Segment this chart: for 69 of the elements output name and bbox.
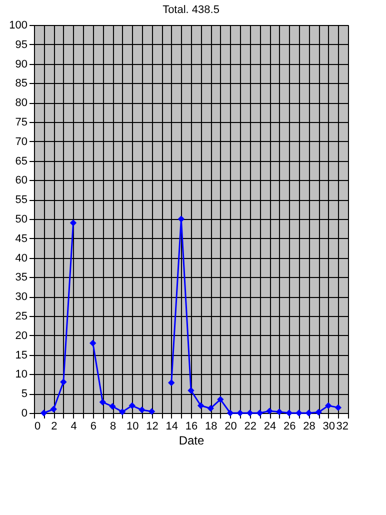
point bbox=[90, 340, 96, 347]
x-tick-label: 10 bbox=[126, 420, 139, 432]
x-tick-label: 12 bbox=[146, 420, 158, 432]
y-tick-label: 70 bbox=[15, 136, 28, 148]
y-tick-label: 90 bbox=[15, 58, 28, 70]
y-tick-label: 10 bbox=[15, 368, 28, 381]
point bbox=[178, 216, 185, 222]
point bbox=[315, 408, 322, 416]
y-tick-label: 100 bbox=[9, 20, 28, 32]
y-tick-label: 5 bbox=[21, 388, 28, 400]
x-tick-label: 6 bbox=[90, 420, 96, 432]
point bbox=[128, 402, 136, 409]
x-tick-label: 14 bbox=[166, 420, 178, 432]
x-tick-label: 4 bbox=[70, 420, 77, 432]
y-tick-label: 30 bbox=[15, 291, 28, 304]
x-tick-label: 26 bbox=[284, 420, 296, 432]
y-tick-label: 50 bbox=[15, 214, 28, 226]
point bbox=[325, 402, 332, 409]
point bbox=[138, 406, 146, 414]
point bbox=[148, 408, 156, 415]
y-tick-label: 55 bbox=[15, 194, 28, 206]
point bbox=[276, 408, 283, 416]
point bbox=[99, 398, 106, 406]
y-tick-label: 65 bbox=[15, 155, 28, 168]
point bbox=[286, 410, 292, 416]
chart-title: Total. 438.5 bbox=[162, 4, 220, 16]
y-tick-label: 75 bbox=[15, 116, 28, 128]
point bbox=[197, 402, 204, 409]
x-tick-label: 24 bbox=[264, 420, 276, 432]
y-tick-label: 35 bbox=[15, 272, 28, 284]
x-tick-label: 22 bbox=[244, 420, 256, 432]
point bbox=[217, 396, 224, 403]
x-tick-label: 8 bbox=[110, 420, 116, 432]
point bbox=[50, 406, 57, 412]
point bbox=[118, 408, 126, 416]
y-tick-label: 20 bbox=[15, 330, 28, 342]
point bbox=[334, 404, 342, 411]
point bbox=[40, 410, 48, 416]
point bbox=[60, 378, 67, 386]
point bbox=[266, 408, 273, 414]
point bbox=[305, 410, 312, 416]
x-tick-label: 0 bbox=[34, 420, 41, 432]
point bbox=[207, 404, 214, 412]
y-tick-label: 85 bbox=[15, 78, 28, 90]
point bbox=[256, 410, 264, 416]
point bbox=[109, 403, 116, 410]
point bbox=[246, 410, 254, 416]
point bbox=[236, 410, 244, 416]
y-tick-label: 40 bbox=[15, 252, 28, 264]
y-tick-label: 45 bbox=[15, 232, 28, 245]
x-tick-label: 16 bbox=[185, 420, 198, 432]
y-tick-label: 0 bbox=[21, 408, 28, 420]
point bbox=[226, 410, 234, 416]
x-tick-label: 28 bbox=[303, 420, 316, 432]
x-tick-label: 2 bbox=[51, 420, 58, 432]
x-tick-label: 20 bbox=[224, 420, 237, 432]
x-tick-label: 30 bbox=[322, 420, 335, 432]
x-tick-label: 18 bbox=[205, 420, 218, 432]
x-tick-label: 32 bbox=[336, 420, 348, 432]
x-axis-title: Date bbox=[178, 434, 204, 448]
point bbox=[296, 410, 302, 416]
y-tick-label: 80 bbox=[15, 97, 28, 110]
y-tick-label: 15 bbox=[15, 349, 28, 362]
y-tick-label: 60 bbox=[15, 174, 28, 187]
point bbox=[168, 379, 175, 386]
point bbox=[188, 387, 194, 394]
point bbox=[70, 220, 77, 226]
y-tick-label: 95 bbox=[15, 38, 28, 51]
y-tick-label: 25 bbox=[15, 310, 28, 322]
